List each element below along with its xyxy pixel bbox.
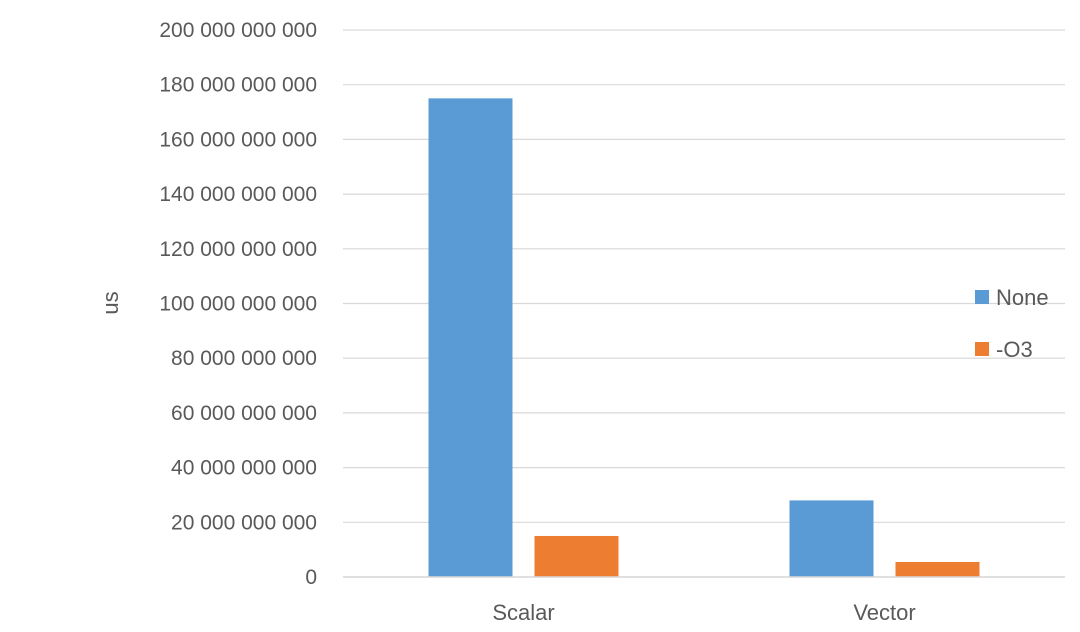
bar-o3-scalar xyxy=(534,535,619,577)
bar-none-vector xyxy=(789,500,874,577)
x-category-label: Vector xyxy=(853,600,915,625)
y-tick-label: 40 000 000 000 xyxy=(171,457,317,480)
legend-label: -O3 xyxy=(996,337,1033,362)
y-tick-label: 180 000 000 000 xyxy=(159,74,317,97)
bars xyxy=(343,98,1065,578)
y-tick-label: 100 000 000 000 xyxy=(159,293,317,316)
y-tick-label: 20 000 000 000 xyxy=(171,511,317,534)
y-tick-label: 80 000 000 000 xyxy=(171,347,317,370)
y-tick-label: 0 xyxy=(305,566,317,589)
y-tick-label: 140 000 000 000 xyxy=(159,183,317,206)
legend-swatch xyxy=(975,342,989,356)
x-axis-category-labels: Scalar Vector xyxy=(492,600,915,625)
legend-swatch xyxy=(975,290,989,304)
y-axis-tick-labels: 0 20 000 000 000 40 000 000 000 60 000 000 … xyxy=(159,19,317,589)
y-axis-title: us xyxy=(98,291,123,314)
y-tick-label: 200 000 000 000 xyxy=(159,19,317,42)
bar-none-scalar xyxy=(428,98,513,577)
bar-o3-vector xyxy=(895,561,980,577)
y-tick-label: 120 000 000 000 xyxy=(159,238,317,261)
y-tick-label: 60 000 000 000 xyxy=(171,402,317,425)
x-category-label: Scalar xyxy=(492,600,554,625)
legend-label: None xyxy=(996,285,1049,310)
legend: None -O3 xyxy=(975,285,1049,362)
y-tick-label: 160 000 000 000 xyxy=(159,128,317,151)
